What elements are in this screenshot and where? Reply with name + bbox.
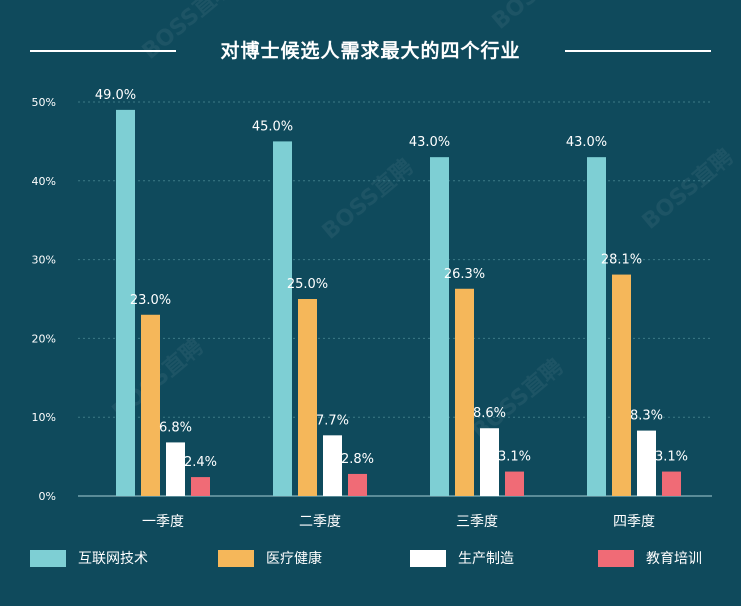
legend-label: 生产制造 [458,551,514,567]
bar [455,288,474,496]
data-label: 8.3% [630,409,663,424]
chart-legend: 互联网技术 医疗健康 生产制造 教育培训 [0,548,741,570]
legend-swatch [218,549,254,567]
legend-item: 生产制造 [410,548,514,568]
y-tick-label: 20% [32,332,56,345]
legend-item: 医疗健康 [218,548,322,568]
y-tick-label: 0% [39,490,56,503]
legend-label: 医疗健康 [266,551,322,567]
watermark-text: BOSS直聘 [137,0,238,65]
bar [323,435,342,496]
y-tick-label: 30% [32,254,56,267]
chart-title: 对博士候选人需求最大的四个行业 [220,40,521,62]
bar [116,109,135,496]
bar [430,157,449,496]
data-label: 49.0% [95,88,136,103]
bar-chart: BOSS直聘BOSS直聘BOSS直聘BOSS直聘BOSS直聘BOSS直聘0%10… [32,0,739,530]
data-label: 28.1% [601,253,642,268]
data-label: 3.1% [498,450,531,465]
bar [348,473,367,496]
legend-swatch [410,549,446,567]
title-right-rule [565,50,711,52]
x-tick-label: 二季度 [299,514,341,530]
legend-item: 互联网技术 [30,548,148,568]
title-left-rule [30,50,176,52]
data-label: 23.0% [130,293,171,308]
data-label: 8.6% [473,406,506,421]
bar [587,157,606,496]
legend-item: 教育培训 [598,548,702,568]
bar [298,299,317,496]
bar [662,471,681,496]
bar [505,471,524,496]
bar [273,141,292,496]
watermark-text: BOSS直聘 [317,154,418,245]
bar [612,274,631,496]
y-tick-label: 40% [32,175,56,188]
legend-swatch [598,549,634,567]
y-tick-label: 10% [32,411,56,424]
data-label: 43.0% [566,135,607,150]
data-label: 45.0% [252,119,293,134]
y-tick-label: 50% [32,96,56,109]
x-tick-label: 三季度 [456,514,498,530]
x-tick-label: 一季度 [142,514,184,530]
data-label: 6.8% [159,420,192,435]
watermark-text: BOSS直聘 [637,144,738,235]
bar [166,442,185,496]
data-label: 2.4% [184,455,217,470]
x-tick-label: 四季度 [613,514,655,530]
data-label: 25.0% [287,277,328,292]
bar [480,428,499,496]
bar [191,477,210,496]
legend-label: 互联网技术 [78,551,148,567]
data-label: 7.7% [316,413,349,428]
legend-label: 教育培训 [646,551,702,567]
legend-swatch [30,549,66,567]
watermark-text: BOSS直聘 [487,0,588,35]
bar [141,314,160,496]
data-label: 43.0% [409,135,450,150]
data-label: 3.1% [655,450,688,465]
bar [637,430,656,496]
data-label: 26.3% [444,267,485,282]
data-label: 2.8% [341,452,374,467]
